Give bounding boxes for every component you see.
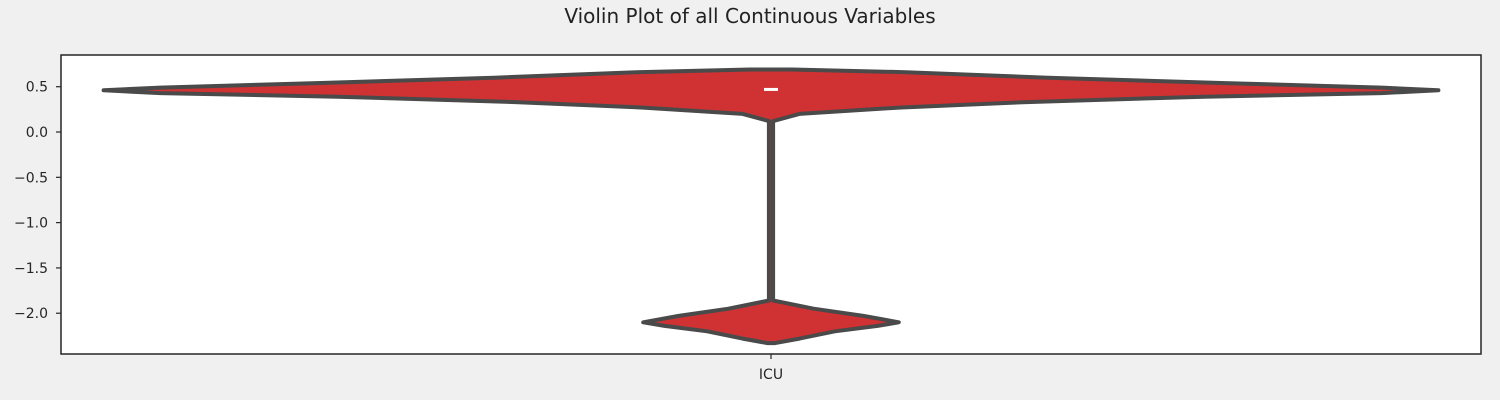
y-tick-label: −1.0 — [14, 216, 48, 232]
y-tick-label: −0.5 — [14, 170, 48, 186]
y-tick-label: −2.0 — [14, 306, 48, 322]
violin-body — [101, 67, 1441, 346]
y-tick-label: 0.5 — [26, 80, 48, 96]
y-tick-label: 0.0 — [26, 125, 48, 141]
y-tick-label: −1.5 — [14, 261, 48, 277]
chart-title: Violin Plot of all Continuous Variables — [564, 4, 936, 28]
x-tick-label: ICU — [759, 367, 783, 383]
